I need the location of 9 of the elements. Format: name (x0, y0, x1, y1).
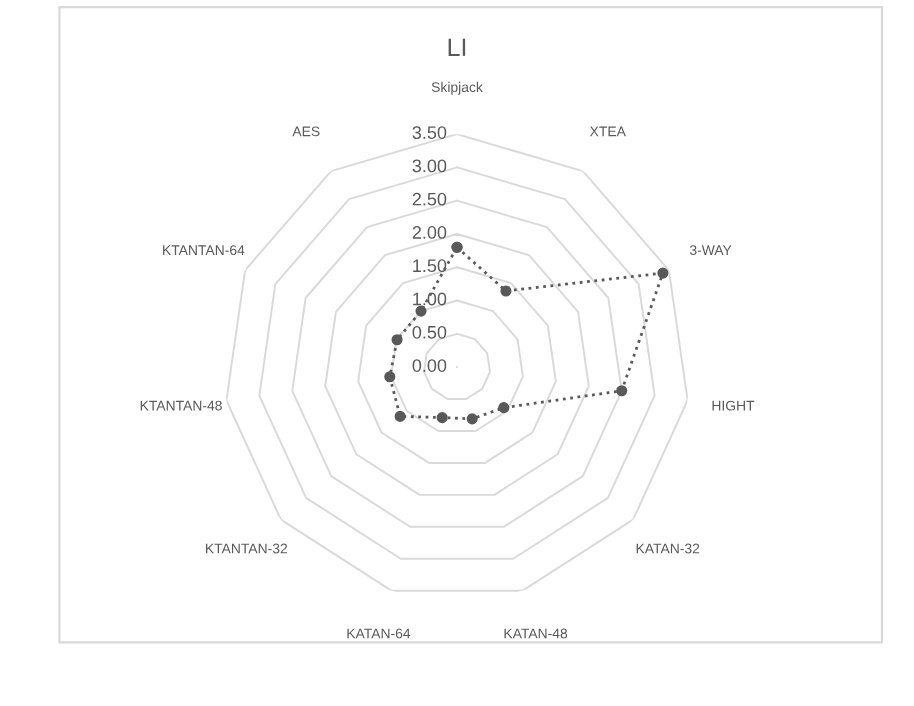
chart-title: LI (448, 38, 466, 56)
y-tick-label: 1.50 (413, 259, 447, 273)
y-tick-label: 2.50 (412, 192, 447, 206)
y-tick-label: 1.00 (413, 292, 447, 306)
y-tick-label: 3.50 (412, 126, 447, 139)
y-tick-label: 2.00 (412, 226, 447, 239)
y-tick-label: 3.00 (412, 159, 447, 173)
y-tick-label: 0.50 (412, 325, 447, 339)
y-tick-label: 0.00 (412, 359, 447, 372)
